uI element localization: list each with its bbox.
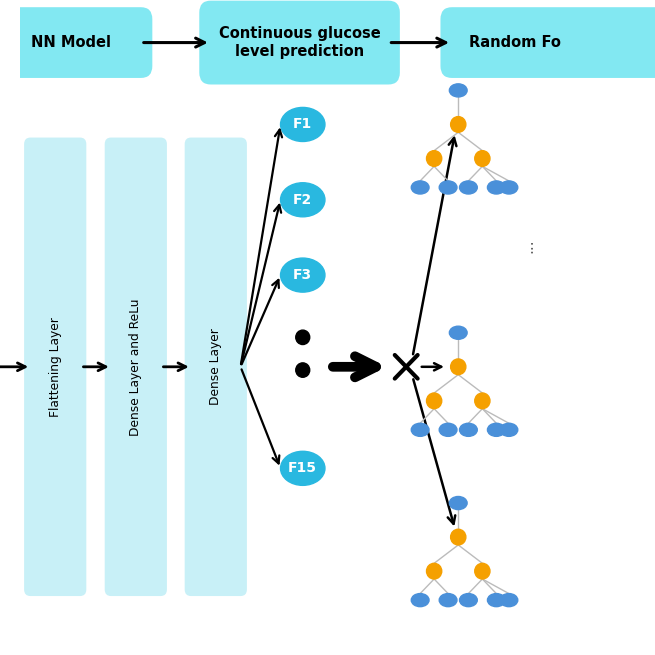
Ellipse shape: [440, 181, 457, 194]
Text: Flattening Layer: Flattening Layer: [48, 317, 62, 417]
Circle shape: [451, 529, 466, 545]
Ellipse shape: [449, 326, 467, 339]
Ellipse shape: [449, 84, 467, 97]
Circle shape: [426, 563, 441, 579]
Circle shape: [475, 563, 490, 579]
FancyBboxPatch shape: [185, 138, 247, 596]
Ellipse shape: [411, 423, 429, 436]
Ellipse shape: [460, 423, 477, 436]
Text: Continuous glucose
level prediction: Continuous glucose level prediction: [219, 26, 381, 59]
Ellipse shape: [440, 593, 457, 607]
Ellipse shape: [280, 451, 325, 485]
Ellipse shape: [460, 593, 477, 607]
Text: ...: ...: [521, 238, 536, 253]
Text: F15: F15: [288, 461, 317, 476]
Ellipse shape: [487, 181, 505, 194]
FancyBboxPatch shape: [105, 138, 167, 596]
Ellipse shape: [500, 593, 518, 607]
Text: Dense Layer: Dense Layer: [210, 328, 222, 405]
Circle shape: [475, 151, 490, 166]
Circle shape: [296, 330, 310, 345]
Ellipse shape: [487, 593, 505, 607]
Text: Random Fo: Random Fo: [470, 35, 561, 50]
FancyBboxPatch shape: [24, 138, 86, 596]
Ellipse shape: [280, 258, 325, 292]
Ellipse shape: [500, 423, 518, 436]
Circle shape: [426, 393, 441, 409]
Ellipse shape: [487, 423, 505, 436]
Text: Dense Layer and ReLu: Dense Layer and ReLu: [129, 298, 142, 436]
Ellipse shape: [280, 183, 325, 217]
Ellipse shape: [280, 107, 325, 141]
FancyBboxPatch shape: [0, 7, 153, 78]
Circle shape: [475, 393, 490, 409]
Text: F1: F1: [293, 117, 312, 132]
Circle shape: [296, 363, 310, 377]
Text: NN Model: NN Model: [31, 35, 111, 50]
Ellipse shape: [411, 593, 429, 607]
Circle shape: [426, 151, 441, 166]
Text: F2: F2: [293, 193, 312, 207]
Ellipse shape: [500, 181, 518, 194]
Ellipse shape: [449, 496, 467, 510]
Text: F3: F3: [293, 268, 312, 282]
FancyBboxPatch shape: [199, 1, 400, 84]
Circle shape: [451, 359, 466, 375]
Ellipse shape: [440, 423, 457, 436]
Circle shape: [451, 117, 466, 132]
FancyBboxPatch shape: [440, 7, 655, 78]
Ellipse shape: [411, 181, 429, 194]
Ellipse shape: [460, 181, 477, 194]
